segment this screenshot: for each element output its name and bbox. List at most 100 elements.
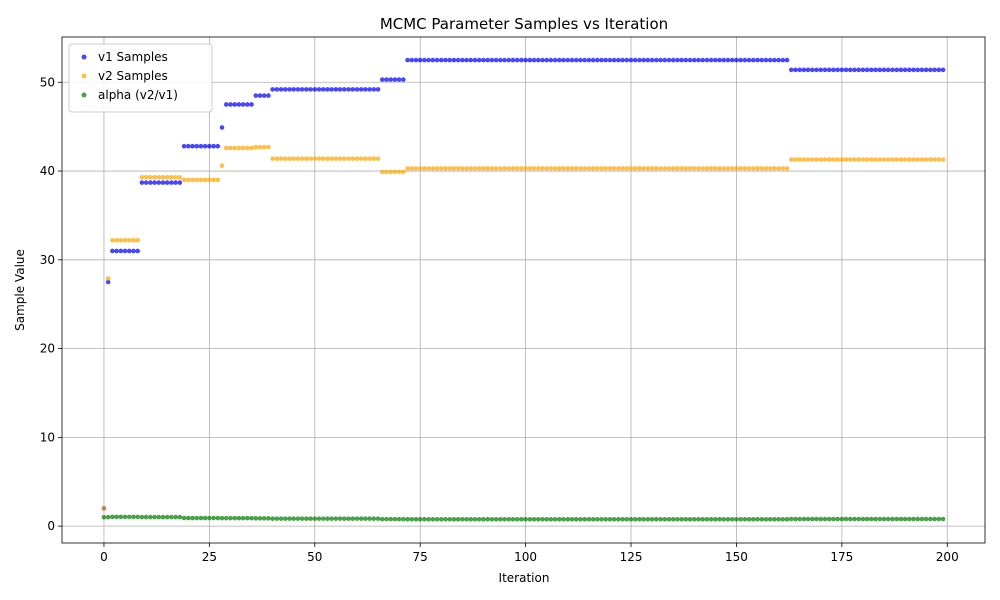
data-point bbox=[143, 180, 149, 185]
data-point bbox=[717, 57, 722, 63]
data-point bbox=[472, 516, 478, 522]
data-point bbox=[249, 515, 254, 521]
data-point bbox=[481, 57, 486, 63]
data-point bbox=[266, 144, 271, 150]
data-point bbox=[523, 166, 528, 171]
data-point bbox=[126, 237, 132, 243]
data-point bbox=[164, 514, 170, 520]
data-point bbox=[793, 516, 798, 522]
data-point bbox=[219, 163, 225, 169]
data-point bbox=[350, 87, 356, 92]
data-point bbox=[704, 57, 710, 63]
data-point bbox=[282, 87, 288, 92]
x-tick-label: 75 bbox=[413, 550, 428, 564]
data-point bbox=[308, 156, 313, 161]
data-point bbox=[582, 57, 587, 63]
data-point bbox=[923, 516, 929, 522]
data-point bbox=[696, 57, 701, 63]
data-point bbox=[599, 516, 604, 522]
data-point bbox=[527, 516, 533, 522]
chart-title: MCMC Parameter Samples vs Iteration bbox=[380, 15, 668, 33]
data-point bbox=[291, 156, 296, 161]
data-point bbox=[266, 93, 271, 98]
data-point bbox=[156, 180, 162, 185]
data-point bbox=[101, 514, 107, 520]
data-point bbox=[801, 516, 807, 522]
data-point bbox=[388, 77, 393, 82]
data-point bbox=[257, 144, 263, 150]
data-point bbox=[392, 77, 398, 82]
data-point bbox=[101, 506, 107, 511]
data-point bbox=[751, 516, 756, 522]
data-point bbox=[510, 166, 516, 171]
data-point bbox=[232, 145, 237, 151]
data-point bbox=[270, 87, 275, 92]
data-point bbox=[249, 145, 254, 151]
data-point bbox=[940, 67, 946, 73]
data-point bbox=[805, 157, 811, 162]
data-point bbox=[485, 166, 490, 171]
data-point bbox=[641, 516, 646, 522]
data-point bbox=[713, 166, 718, 171]
data-point bbox=[578, 166, 583, 171]
data-point bbox=[717, 516, 722, 522]
data-point bbox=[831, 516, 836, 522]
data-point bbox=[704, 516, 710, 522]
data-point bbox=[510, 516, 516, 522]
data-point bbox=[122, 248, 128, 254]
data-point bbox=[565, 57, 571, 63]
data-point bbox=[936, 157, 942, 162]
data-point bbox=[223, 145, 229, 151]
data-point bbox=[687, 516, 693, 522]
data-point bbox=[738, 166, 743, 171]
data-point bbox=[341, 516, 347, 521]
data-point bbox=[919, 67, 925, 73]
data-point bbox=[755, 57, 760, 63]
data-point bbox=[417, 57, 423, 63]
data-point bbox=[181, 143, 187, 149]
legend-label: v2 Samples bbox=[98, 69, 168, 83]
data-point bbox=[548, 516, 554, 522]
data-point bbox=[169, 514, 174, 520]
data-point bbox=[278, 87, 284, 92]
data-point bbox=[915, 157, 921, 162]
data-point bbox=[569, 57, 575, 63]
data-point bbox=[780, 166, 786, 171]
data-point bbox=[451, 516, 457, 522]
data-point bbox=[535, 166, 541, 171]
data-point bbox=[228, 145, 233, 151]
data-point bbox=[384, 77, 389, 82]
data-point bbox=[160, 174, 166, 180]
data-point bbox=[708, 166, 714, 171]
data-point bbox=[299, 516, 305, 521]
y-tick-label: 20 bbox=[40, 342, 55, 356]
data-point bbox=[181, 177, 187, 183]
data-point bbox=[826, 67, 832, 73]
data-point bbox=[485, 57, 490, 63]
data-point bbox=[590, 516, 596, 522]
data-point bbox=[417, 516, 423, 522]
data-point bbox=[114, 514, 119, 520]
data-point bbox=[232, 102, 237, 107]
data-point bbox=[320, 516, 326, 521]
data-point bbox=[675, 166, 680, 171]
data-point bbox=[190, 143, 195, 149]
data-point bbox=[670, 516, 676, 522]
data-point bbox=[637, 516, 642, 522]
data-point bbox=[911, 516, 916, 522]
data-point bbox=[826, 516, 832, 522]
data-point bbox=[118, 248, 124, 254]
data-point bbox=[181, 515, 187, 521]
data-point bbox=[751, 166, 756, 171]
data-point bbox=[514, 166, 520, 171]
data-point bbox=[375, 156, 381, 161]
data-point bbox=[363, 516, 368, 521]
data-point bbox=[245, 145, 250, 151]
series-1 bbox=[101, 57, 946, 511]
data-point bbox=[569, 166, 575, 171]
data-point bbox=[885, 157, 891, 162]
data-point bbox=[325, 516, 330, 521]
data-point bbox=[742, 516, 748, 522]
data-point bbox=[426, 516, 431, 522]
